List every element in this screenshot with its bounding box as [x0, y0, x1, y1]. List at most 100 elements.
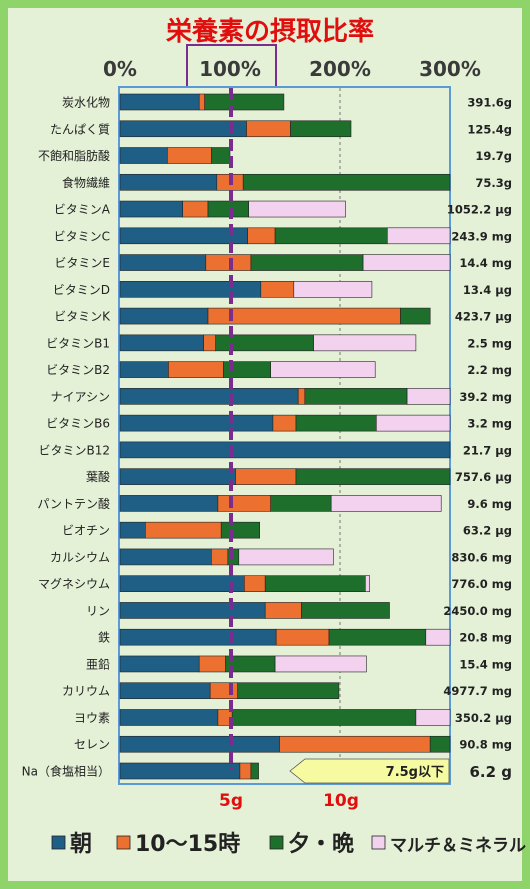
bar-segment [198, 93, 205, 111]
legend-swatch [51, 835, 66, 850]
bar-segment [295, 468, 451, 485]
bar-segment [207, 200, 250, 218]
bar-segment [119, 628, 277, 646]
row-label: たんぱく質 [50, 121, 110, 136]
row-label: ビタミンK [54, 310, 111, 324]
bar-segment [274, 655, 367, 673]
row-label: 鉄 [98, 630, 110, 645]
bar-segment [119, 361, 169, 378]
bar-segment [209, 682, 238, 700]
amount-label: 9.6 mg [467, 497, 512, 511]
bar-segment [237, 682, 340, 700]
bar-segment [119, 388, 299, 405]
amount-label: 350.2 μg [455, 711, 512, 725]
row-label: カリウム [62, 684, 110, 698]
amount-label: 4977.7 mg [443, 684, 512, 698]
amount-label: 125.4g [467, 122, 512, 136]
row-label: ビタミンC [54, 229, 110, 243]
bar-segment [182, 200, 209, 218]
amount-label: 776.0 mg [451, 577, 512, 591]
bar-segment [272, 414, 297, 432]
row-label: 亜鉛 [86, 657, 110, 671]
bar-segment [425, 628, 451, 646]
bar-segment [119, 307, 209, 325]
bar-segment [246, 120, 291, 138]
amount-label: 21.7 μg [463, 443, 512, 457]
bar-segment [275, 628, 330, 646]
bar-segment [362, 254, 451, 271]
row-label: ビタミンB1 [46, 336, 110, 350]
legend-swatch [116, 835, 131, 850]
bar-segment [244, 575, 266, 592]
sodium-tick-label: 5g [219, 791, 243, 811]
legend-swatch [371, 835, 386, 850]
bar-segment [270, 361, 376, 378]
bar-segment [279, 735, 431, 753]
amount-label: 13.4 μg [463, 283, 512, 297]
bar-segment [429, 735, 451, 753]
amount-label: 757.6 μg [455, 470, 512, 484]
bar-segment [119, 173, 218, 191]
bar-segment [204, 93, 285, 111]
row-label: ビタミンD [53, 283, 110, 297]
bar-segment [250, 762, 259, 780]
bar-segment [119, 468, 236, 485]
row-label: ビタミンB2 [46, 363, 110, 377]
legend-swatch [269, 835, 284, 850]
bar-segment [400, 307, 431, 325]
x-tick-label: 300% [419, 57, 481, 81]
bar-segment [119, 227, 248, 245]
amount-label: 423.7 μg [455, 310, 512, 324]
amount-label: 1052.2 μg [447, 203, 512, 217]
amount-label: 2450.0 mg [443, 604, 512, 618]
row-label: 不飽和脂肪酸 [38, 148, 110, 163]
amount-labels: 391.6g 125.4g 19.7g 75.3g 1052.2 μg 243.9 mg 1… [443, 96, 512, 782]
bar-segment [119, 441, 451, 459]
bar-segment [250, 254, 364, 271]
bar-segment [119, 735, 280, 753]
plot-area-border [118, 86, 451, 785]
bar-segment [260, 281, 295, 298]
sodium-target-arrow [289, 758, 450, 784]
row-label: ビタミンA [54, 203, 111, 217]
row-label: パントテン酸 [37, 496, 110, 511]
bar-segment [207, 307, 401, 325]
bar-segment [301, 602, 390, 619]
amount-label: 2.5 mg [467, 336, 512, 350]
legend-label: 朝 [70, 831, 92, 857]
bar-segment [304, 388, 408, 405]
bar-segment [264, 575, 366, 592]
bar-segment [119, 575, 245, 592]
row-label: ナイアシン [50, 390, 110, 404]
x-tick-label: 100% [199, 57, 261, 81]
bar-segment [119, 655, 200, 673]
bar-segment [168, 361, 224, 378]
bar-segment [235, 468, 297, 485]
amount-label: 14.4 mg [459, 256, 512, 270]
amount-label: 243.9 mg [451, 229, 512, 243]
bar-segment [247, 227, 276, 245]
bar-segment [119, 548, 212, 566]
legend-label: 10〜15時 [135, 832, 240, 857]
amount-label: 6.2 g [469, 763, 512, 781]
bar-segment [274, 227, 388, 245]
sodium-tick-label: 10g [323, 791, 359, 811]
row-label: 葉酸 [86, 469, 110, 484]
bar-segment [330, 495, 442, 512]
bar-segment [290, 120, 352, 138]
bar-segment [238, 548, 334, 566]
legend: 朝 10〜15時 夕・晩 マルチ＆ミネラル [51, 831, 526, 857]
row-label: ビオチン [62, 524, 110, 538]
legend-label: 夕・晩 [288, 831, 354, 857]
row-label: セレン [74, 738, 110, 752]
amount-label: 20.8 mg [459, 631, 512, 645]
x-axis-ticks: 0% 100% 200% 300% [103, 57, 481, 81]
bar-segment [375, 414, 451, 432]
bar-segment [119, 414, 274, 432]
bar-segment [119, 495, 219, 512]
bar-segment [119, 602, 266, 619]
bar-segment [415, 709, 451, 726]
bar-segment [145, 521, 222, 539]
amount-label: 15.4 mg [459, 657, 512, 671]
